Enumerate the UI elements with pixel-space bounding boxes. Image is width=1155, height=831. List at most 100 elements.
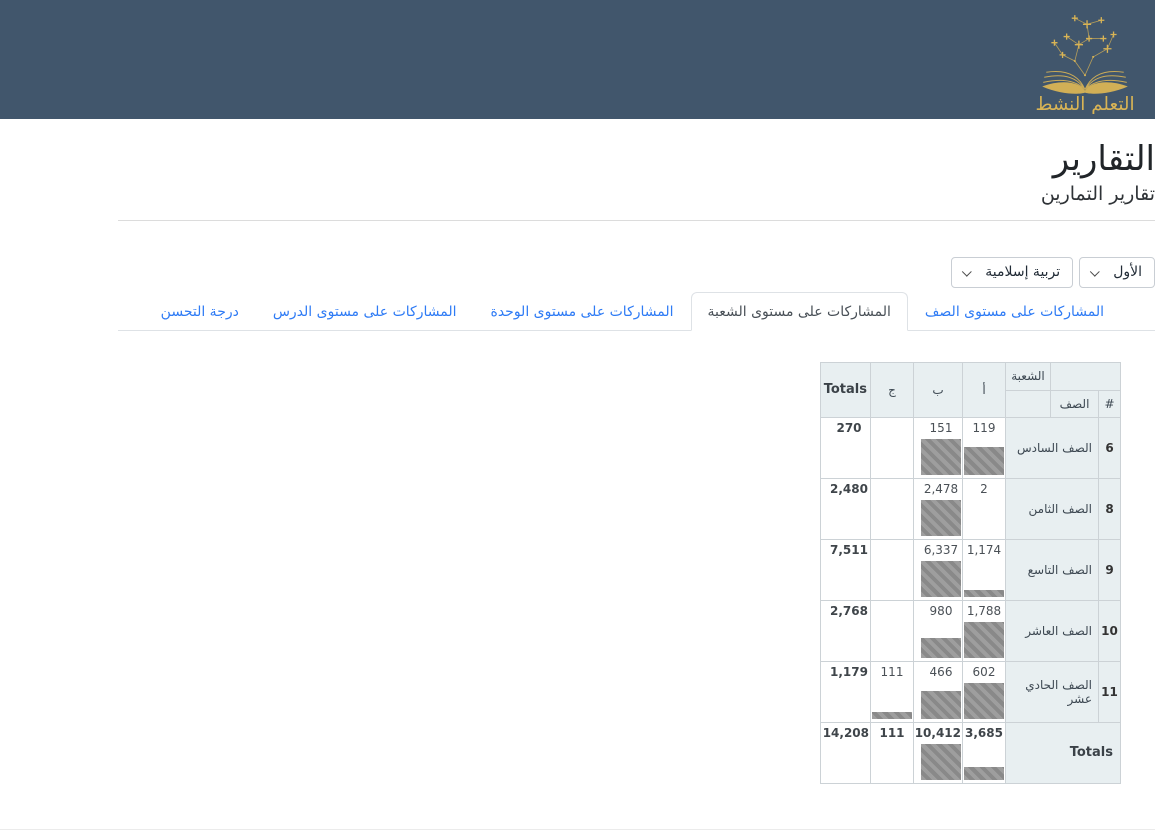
value-bar [872,711,912,719]
total-cell: 270 [819,416,872,479]
index-cell: 6 [1098,416,1121,479]
value-cell: 980 [913,599,963,662]
index-cell: 9 [1098,538,1121,601]
cell-value: 7,511 [830,542,868,557]
header-totals: Totals [819,361,872,418]
table-row: 10 الصف العاشر 1,788 980 2,768 [819,599,1121,662]
logo-sparkle-lines [1054,17,1114,76]
tab-class-level[interactable]: المشاركات على مستوى الصف [924,303,1104,320]
logo-star-dots [1073,55,1095,76]
class-name-cell: الصف الثامن [1005,477,1099,540]
logo-stars [1051,14,1117,58]
totals-row-label: Totals [1005,721,1121,784]
cell-value [872,481,912,498]
logo-book-pages [1043,70,1127,90]
class-name-cell: الصف السادس [1005,416,1099,479]
class-name-cell: الصف التاسع [1005,538,1099,601]
cell-value: 151 [929,420,953,435]
index-cell: 10 [1098,599,1121,662]
value-cell [870,416,914,479]
cell-value: 980 [929,603,953,618]
cell-value: 466 [929,664,953,679]
app-header: التعلم النشط [0,0,1155,119]
value-cell: 6,337 [913,538,963,601]
total-cell: 2,480 [819,477,872,540]
subject-select[interactable]: تربية إسلامية [951,256,1074,288]
cell-value: 2,768 [830,603,868,618]
subject-select-value: تربية إسلامية [985,264,1061,281]
header-class: الصف [1050,389,1099,418]
header-index: # [1098,389,1121,418]
value-cell: 2 [962,477,1006,540]
tab-bar: المشاركات على مستوى الصف المشاركات على مس… [118,291,1155,331]
cell-value: 3,685 [965,725,1003,740]
value-bar [964,589,1004,597]
value-cell: 119 [962,416,1006,479]
total-cell: 1,179 [819,660,872,723]
cell-value: 119 [972,420,996,435]
value-cell: 466 [913,660,963,723]
value-bar [921,499,961,536]
cell-value: 2,480 [830,481,868,496]
tab-improvement-level[interactable]: درجة التحسن [160,303,239,320]
header-section-a: أ [962,361,1006,418]
tab-lesson-level[interactable]: المشاركات على مستوى الدرس [272,303,457,320]
header-section-c: ج [870,361,914,418]
report-table-wrap: الشعبة أ ب ج Totals # الصف 6 الصف السادس 1… [118,361,1155,784]
tab-section-level[interactable]: المشاركات على مستوى الشعبة [690,291,908,331]
semester-select[interactable]: الأول [1079,256,1155,288]
value-cell [870,599,914,662]
total-cell: 111 [870,721,914,784]
cell-value: 270 [836,420,862,435]
cell-value: 111 [879,725,905,740]
divider [0,829,1155,830]
cell-value [872,603,912,620]
index-cell: 8 [1098,477,1121,540]
page-header: التقارير تقارير التمارين [118,119,1155,221]
value-cell: 2,478 [913,477,963,540]
page-title: التقارير [1052,139,1155,179]
value-cell: 151 [913,416,963,479]
cell-value: 1,179 [830,664,868,679]
value-cell: 111 [870,660,914,723]
value-bar [921,560,961,597]
header-section-b: ب [913,361,963,418]
total-cell: 14,208 [819,721,872,784]
table-row: 9 الصف التاسع 1,174 6,337 7,511 [819,538,1121,601]
table-row: 6 الصف السادس 119 151 270 [819,416,1121,479]
report-table-body: 6 الصف السادس 119 151 270 8 الصف الثامن 2 2,478 2… [819,416,1121,784]
logo-book-base [1042,81,1128,94]
cell-value: 2 [980,481,988,496]
cell-value [872,420,912,437]
value-bar [921,690,961,719]
page-subtitle: تقارير التمارين [1040,182,1155,205]
value-cell [870,477,914,540]
chevron-down-icon [962,266,973,277]
header-blank-cell [1050,361,1121,391]
total-cell: 2,768 [819,599,872,662]
header-section-group: الشعبة [1005,361,1051,391]
value-bar [921,637,961,658]
totals-row: Totals 3,685 10,412 111 14,208 [819,721,1121,784]
value-cell [870,538,914,601]
app-logo[interactable]: التعلم النشط [1027,8,1143,114]
cell-value: 10,412 [914,725,961,740]
value-bar [964,766,1004,780]
cell-value: 2,478 [923,481,959,496]
header-blank-cell [1005,389,1051,418]
value-cell: 602 [962,660,1006,723]
value-bar [921,438,961,475]
filter-controls: الأول تربية إسلامية [118,256,1155,288]
logo-text: التعلم النشط [1035,93,1134,113]
cell-value [872,542,912,559]
tab-unit-level[interactable]: المشاركات على مستوى الوحدة [490,303,674,320]
cell-value: 14,208 [822,725,869,740]
chevron-down-icon [1090,266,1100,277]
logo-book-icon: التعلم النشط [1035,14,1135,114]
table-row: 8 الصف الثامن 2 2,478 2,480 [819,477,1121,540]
class-name-cell: الصف العاشر [1005,599,1099,662]
main-content: التقارير تقارير التمارين الأول تربية إسل… [118,119,1155,784]
index-cell: 11 [1098,660,1121,723]
cell-value: 6,337 [923,542,959,557]
class-name-cell: الصف الحادي عشر [1005,660,1099,723]
